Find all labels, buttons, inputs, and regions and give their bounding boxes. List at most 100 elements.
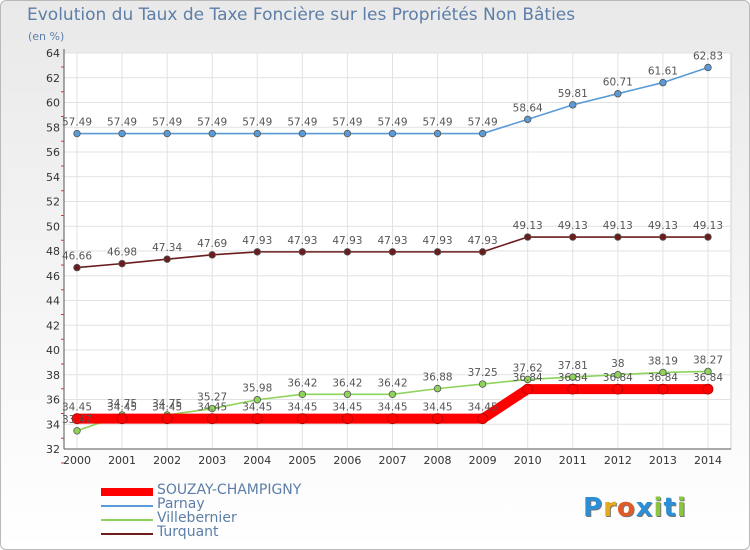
data-point-villebernier [253,396,261,404]
data-point-turquant [73,263,81,272]
chart-unit: (en %) [28,30,65,43]
logo-letter: o [616,493,636,523]
data-point-souzay-champigny [477,413,489,425]
data-point-villebernier [343,390,352,399]
x-tick-label: 2012 [604,454,632,467]
legend-swatch-turquant [101,533,153,535]
y-tick-label: 38 [46,369,60,382]
data-point-parnay [253,129,261,138]
data-point-parnay [163,129,171,138]
line-chart: 32 34 36 38 40 42 44 46 48 50 52 54 56 58 60 62 64 2000 20… [46,47,732,467]
data-point-souzay-champigny [296,413,308,425]
data-label-parnay: 61.61 [648,66,678,78]
x-tick-label: 2008 [424,454,452,467]
data-label-villebernier: 36.42 [332,377,362,389]
data-point-turquant [704,233,712,241]
y-tick-label: 48 [46,245,60,258]
data-label-parnay: 59.81 [558,88,588,100]
data-point-parnay [343,129,352,138]
proxiti-logo: Proxiti [583,493,687,523]
data-point-turquant [298,248,307,256]
data-label-souzay-champigny: 34.45 [62,402,92,414]
data-point-parnay [659,78,667,87]
y-tick-label: 32 [46,443,60,456]
data-point-turquant [163,255,171,263]
data-label-souzay-champigny: 34.45 [152,402,182,414]
data-point-souzay-champigny [251,413,263,425]
data-point-parnay [388,129,397,138]
data-label-villebernier: 35.27 [197,392,227,404]
data-point-souzay-champigny [387,413,398,425]
data-point-souzay-champigny [432,413,443,425]
data-label-turquant: 47.93 [377,235,407,247]
data-point-souzay-champigny [71,413,83,425]
legend-label-turquant: Turquant [157,524,219,540]
data-point-turquant [433,248,442,256]
data-point-turquant [569,233,577,241]
x-tick-label: 2006 [333,454,361,467]
x-tick-label: 2000 [63,454,91,467]
data-label-souzay-champigny: 36.84 [513,372,543,384]
x-tick-label: 2001 [108,454,136,467]
data-point-parnay [433,129,442,138]
data-point-parnay [569,101,577,109]
data-label-turquant: 47.69 [197,238,227,250]
data-point-souzay-champigny [702,383,714,395]
data-label-parnay: 57.49 [242,117,272,129]
x-tick-label: 2003 [198,454,226,467]
legend-label-parnay: Parnay [157,496,205,512]
x-tick-label: 2013 [649,454,677,467]
data-label-turquant: 49.13 [648,220,678,232]
x-tick-label: 2011 [559,454,587,467]
data-point-parnay [208,129,216,138]
data-point-turquant [253,248,261,256]
data-label-villebernier: 34.75 [152,398,182,410]
data-point-turquant [118,259,126,268]
y-tick-label: 34 [46,418,60,431]
data-label-souzay-champigny: 34.45 [197,402,227,414]
data-point-villebernier [569,373,577,381]
logo-letter: P [583,493,604,523]
data-point-souzay-champigny [342,413,353,425]
data-point-turquant [524,233,532,241]
data-label-souzay-champigny: 34.45 [423,402,453,414]
data-point-villebernier [478,380,487,388]
data-point-villebernier [659,368,667,377]
data-label-turquant: 47.93 [423,235,453,247]
data-point-villebernier [388,390,397,399]
legend-label-souzay: SOUZAY-CHAMPIGNY [157,482,302,498]
data-label-parnay: 57.49 [423,117,453,129]
data-label-villebernier: 37.25 [468,367,498,379]
x-tick-label: 2004 [243,454,271,467]
y-tick-label: 54 [46,171,60,184]
data-label-parnay: 57.49 [197,117,227,129]
data-label-souzay-champigny: 36.84 [558,372,588,384]
data-label-parnay: 62.83 [693,50,723,62]
legend-swatch-parnay [101,505,153,507]
data-point-villebernier [704,367,712,376]
data-label-turquant: 47.93 [332,235,362,247]
data-point-villebernier [208,404,216,413]
data-point-souzay-champigny [206,413,218,425]
data-label-villebernier: 38 [611,358,624,370]
y-tick-label: 64 [46,47,60,60]
data-label-villebernier: 36.88 [423,372,453,384]
data-label-parnay: 57.49 [332,117,362,129]
data-label-turquant: 46.66 [62,251,92,263]
y-tick-label: 36 [46,394,60,407]
data-label-parnay: 57.49 [377,117,407,129]
data-point-parnay [73,129,81,138]
y-tick-label: 42 [46,319,60,332]
data-point-villebernier [73,427,81,435]
data-label-villebernier: 38.19 [648,355,678,367]
data-point-turquant [614,233,622,241]
data-point-parnay [478,129,487,138]
x-tick-label: 2007 [378,454,406,467]
data-label-parnay: 57.49 [152,117,182,129]
x-tick-label: 2014 [694,454,722,467]
data-label-parnay: 57.49 [107,117,137,129]
data-label-villebernier: 36.42 [377,377,407,389]
data-point-parnay [704,63,712,72]
data-point-turquant [478,248,487,256]
legend-label-villebernier: Villebernier [157,510,237,526]
